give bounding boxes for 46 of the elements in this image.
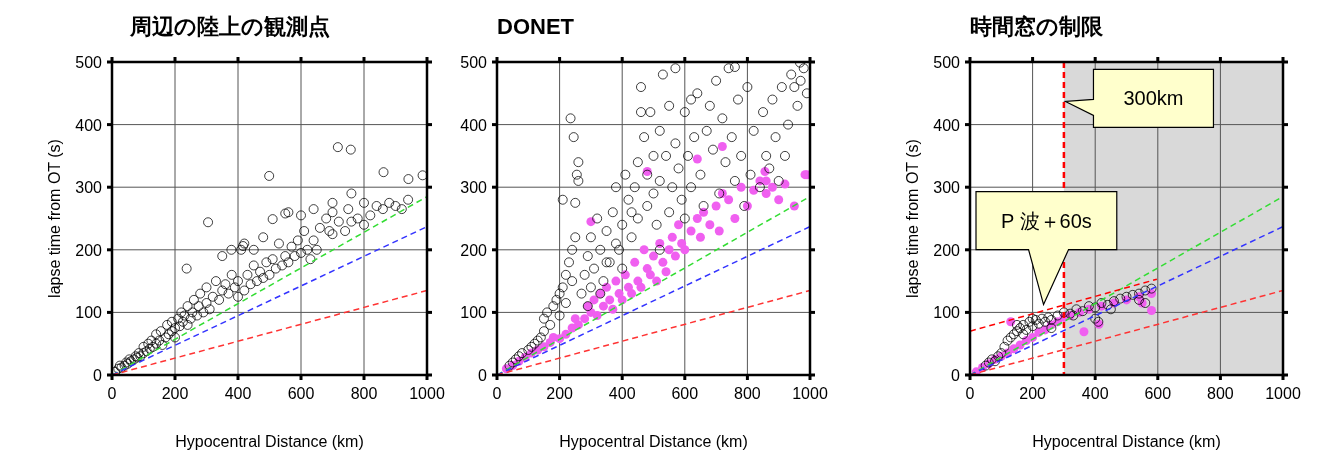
- y-tick-label: 100: [460, 304, 488, 322]
- x-tick-label: 600: [287, 385, 315, 402]
- annotation: 300km: [1123, 87, 1184, 110]
- y-tick-label: 500: [460, 54, 488, 71]
- x-axis-title: Hypocentral Distance (km): [1032, 433, 1221, 450]
- y-tick-label: 500: [933, 54, 961, 71]
- y-tick-label: 100: [75, 304, 103, 322]
- x-tick-label: 0: [107, 385, 117, 402]
- x-tick-label: 400: [608, 385, 636, 402]
- x-tick-label: 400: [1081, 385, 1109, 402]
- x-tick-label: 1000: [1265, 385, 1301, 402]
- chart-title: 周辺の陸上の観測点: [129, 14, 330, 39]
- y-tick-label: 0: [93, 367, 103, 384]
- annotation: P 波＋60s: [1001, 209, 1092, 232]
- chart-title: 時間窓の制限: [970, 14, 1104, 39]
- x-tick-label: 200: [161, 385, 189, 402]
- y-axis-title: lapse time from OT (s): [904, 139, 921, 298]
- x-tick-label: 800: [350, 385, 378, 402]
- y-tick-label: 300: [933, 179, 961, 197]
- x-tick-label: 600: [671, 385, 699, 402]
- x-tick-label: 600: [1144, 385, 1172, 402]
- y-tick-label: 400: [75, 116, 103, 134]
- y-tick-label: 0: [951, 367, 961, 384]
- y-tick-label: 0: [478, 367, 488, 384]
- y-tick-label: 400: [933, 116, 961, 134]
- y-tick-label: 300: [460, 179, 488, 197]
- y-tick-label: 400: [460, 116, 488, 134]
- y-tick-label: 200: [460, 241, 488, 259]
- x-axis-title: Hypocentral Distance (km): [559, 433, 748, 450]
- x-tick-label: 200: [1019, 385, 1047, 402]
- x-tick-label: 800: [1207, 385, 1234, 402]
- y-tick-label: 300: [75, 179, 103, 197]
- x-tick-label: 0: [492, 385, 502, 402]
- x-tick-label: 200: [546, 385, 574, 402]
- x-axis-title: Hypocentral Distance (km): [175, 433, 364, 450]
- y-tick-label: 200: [933, 241, 961, 259]
- y-axis-title: lapse time from OT (s): [46, 139, 63, 298]
- y-tick-label: 100: [933, 304, 961, 322]
- y-tick-label: 500: [75, 54, 103, 71]
- chart-title: DONET: [497, 14, 575, 39]
- x-tick-label: 0: [965, 385, 975, 402]
- x-tick-label: 400: [224, 385, 252, 402]
- x-tick-label: 800: [734, 385, 761, 402]
- x-tick-label: 1000: [792, 385, 828, 402]
- y-tick-label: 200: [75, 241, 103, 259]
- x-tick-label: 1000: [409, 385, 445, 402]
